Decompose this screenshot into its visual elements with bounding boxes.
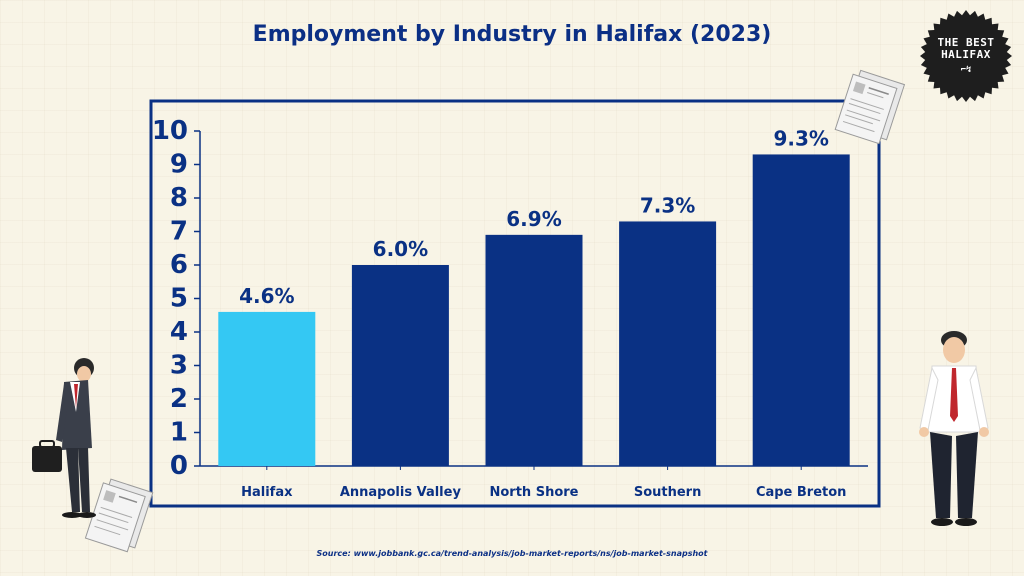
- chart-title: Employment by Industry in Halifax (2023): [252, 22, 772, 47]
- bars: [218, 154, 850, 466]
- data-label: 7.3%: [640, 193, 695, 217]
- x-tick-label: Southern: [634, 485, 702, 500]
- y-tick-label: 9: [170, 150, 188, 180]
- logo-mark: ⌐↯: [960, 64, 972, 75]
- x-tick-label: Cape Breton: [756, 485, 847, 500]
- x-tick-label: North Shore: [490, 485, 579, 500]
- data-label: 9.3%: [773, 126, 828, 150]
- y-tick-label: 3: [170, 351, 188, 381]
- logo-line-2: HALIFAX: [941, 47, 991, 61]
- y-tick-label: 1: [170, 418, 188, 448]
- y-tick-label: 10: [152, 116, 188, 146]
- logo-line-1: THE BEST: [937, 35, 995, 49]
- bar-southern: [619, 221, 717, 466]
- resume-paper-illustration-2: [84, 478, 154, 553]
- resume-paper-illustration: [834, 69, 906, 145]
- y-tick-label: 6: [170, 250, 188, 280]
- bar-north-shore: [485, 234, 583, 466]
- data-label: 6.9%: [506, 207, 561, 231]
- logo-badge: THE BEST HALIFAX ⌐↯: [920, 10, 1012, 102]
- data-label: 6.0%: [373, 237, 428, 261]
- y-tick-label: 8: [170, 183, 188, 213]
- y-axis-ticks: 01 23 45 67 89 10: [152, 116, 200, 481]
- y-tick-label: 4: [170, 317, 188, 347]
- data-labels: 4.6% 6.0% 6.9% 7.3% 9.3%: [239, 126, 829, 307]
- bar-halifax: [218, 311, 316, 466]
- y-tick-label: 5: [170, 284, 188, 314]
- y-tick-label: 0: [170, 451, 188, 481]
- worried-businessman-illustration: [919, 331, 989, 526]
- x-axis-ticks: Halifax Annapolis Valley North Shore Southe…: [241, 466, 846, 500]
- logo-text: THE BEST HALIFAX ⌐↯: [920, 10, 1012, 102]
- source-note: Source: www.jobbank.gc.ca/trend-analysis…: [316, 549, 708, 558]
- y-tick-label: 2: [170, 384, 188, 414]
- x-tick-label: Halifax: [241, 485, 293, 500]
- sad-businessman-illustration: [32, 358, 96, 518]
- y-tick-label: 7: [170, 217, 188, 247]
- badge-shape: [920, 10, 1012, 102]
- bar-cape-breton: [752, 154, 850, 466]
- data-label: 4.6%: [239, 284, 294, 308]
- x-tick-label: Annapolis Valley: [340, 485, 462, 500]
- chart-frame: [149, 99, 881, 508]
- bar-annapolis-valley: [351, 265, 449, 466]
